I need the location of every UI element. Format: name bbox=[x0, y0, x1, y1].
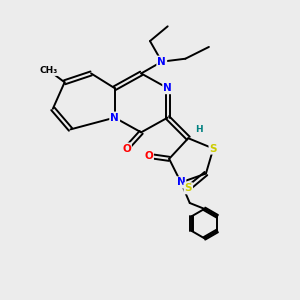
Text: N: N bbox=[176, 177, 185, 188]
Text: S: S bbox=[210, 143, 217, 154]
Text: O: O bbox=[122, 143, 131, 154]
Text: O: O bbox=[144, 151, 153, 161]
Text: CH₃: CH₃ bbox=[39, 66, 58, 75]
Text: N: N bbox=[163, 83, 172, 93]
Text: H: H bbox=[195, 125, 203, 134]
Text: N: N bbox=[110, 112, 119, 123]
Text: S: S bbox=[184, 183, 192, 193]
Text: N: N bbox=[158, 57, 166, 67]
